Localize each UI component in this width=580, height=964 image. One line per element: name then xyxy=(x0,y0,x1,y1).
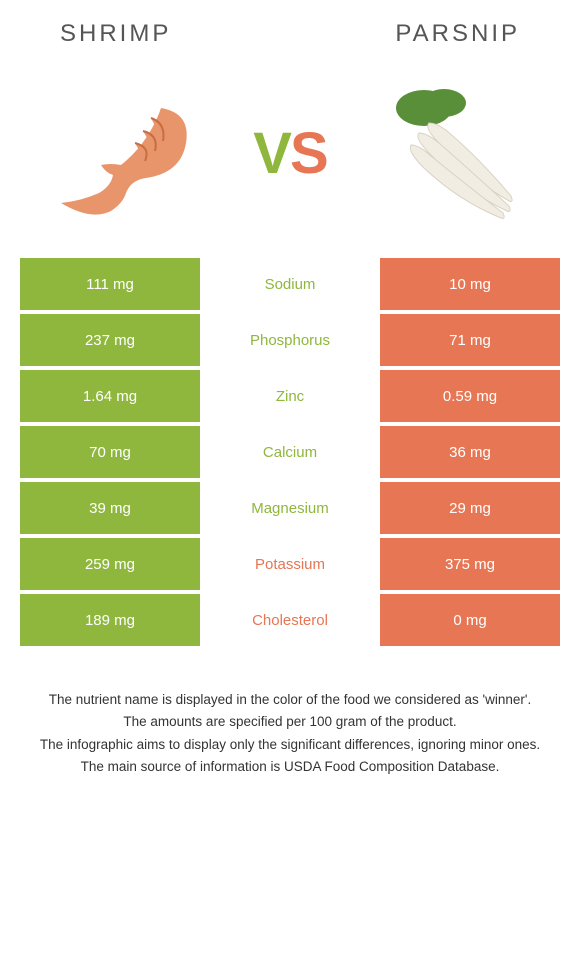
nutrient-label: Calcium xyxy=(200,426,380,478)
footnote-line: The amounts are specified per 100 gram o… xyxy=(20,712,560,732)
shrimp-image xyxy=(51,83,211,223)
table-row: 39 mgMagnesium29 mg xyxy=(20,482,560,534)
left-value: 111 mg xyxy=(20,258,200,310)
left-value: 259 mg xyxy=(20,538,200,590)
left-value: 70 mg xyxy=(20,426,200,478)
footnotes: The nutrient name is displayed in the co… xyxy=(0,650,580,777)
vs-s: S xyxy=(290,121,327,186)
nutrient-label: Phosphorus xyxy=(200,314,380,366)
right-value: 0 mg xyxy=(380,594,560,646)
table-row: 259 mgPotassium375 mg xyxy=(20,538,560,590)
footnote-line: The main source of information is USDA F… xyxy=(20,757,560,777)
nutrient-table: 111 mgSodium10 mg237 mgPhosphorus71 mg1.… xyxy=(20,258,560,646)
table-row: 111 mgSodium10 mg xyxy=(20,258,560,310)
table-row: 1.64 mgZinc0.59 mg xyxy=(20,370,560,422)
vs-label: VS xyxy=(253,120,326,187)
footnote-line: The nutrient name is displayed in the co… xyxy=(20,690,560,710)
table-row: 237 mgPhosphorus71 mg xyxy=(20,314,560,366)
right-value: 0.59 mg xyxy=(380,370,560,422)
left-food-title: SHRIMP xyxy=(60,20,171,48)
nutrient-label: Potassium xyxy=(200,538,380,590)
right-value: 71 mg xyxy=(380,314,560,366)
left-value: 1.64 mg xyxy=(20,370,200,422)
left-value: 237 mg xyxy=(20,314,200,366)
right-food-title: PARSNIP xyxy=(395,20,520,48)
table-row: 189 mgCholesterol0 mg xyxy=(20,594,560,646)
table-row: 70 mgCalcium36 mg xyxy=(20,426,560,478)
left-value: 189 mg xyxy=(20,594,200,646)
right-value: 10 mg xyxy=(380,258,560,310)
right-value: 29 mg xyxy=(380,482,560,534)
right-value: 36 mg xyxy=(380,426,560,478)
nutrient-label: Zinc xyxy=(200,370,380,422)
images-row: VS xyxy=(0,58,580,258)
nutrient-label: Magnesium xyxy=(200,482,380,534)
nutrient-label: Sodium xyxy=(200,258,380,310)
nutrient-label: Cholesterol xyxy=(200,594,380,646)
left-value: 39 mg xyxy=(20,482,200,534)
parsnip-image xyxy=(369,83,529,223)
vs-v: V xyxy=(253,121,290,186)
right-value: 375 mg xyxy=(380,538,560,590)
footnote-line: The infographic aims to display only the… xyxy=(20,735,560,755)
header: SHRIMP PARSNIP xyxy=(0,0,580,58)
